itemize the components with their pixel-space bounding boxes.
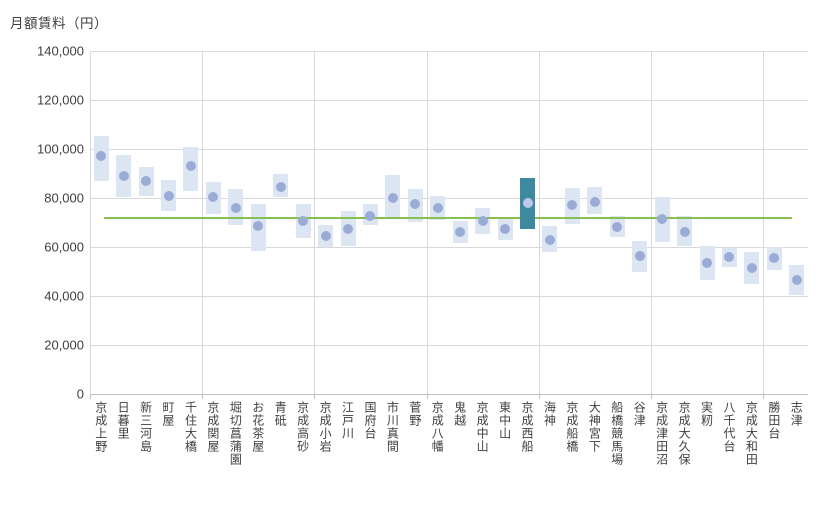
- median-dot: [320, 230, 331, 241]
- gridline-v: [538, 51, 540, 394]
- gridline-h: [90, 296, 808, 297]
- gridline-v: [202, 51, 204, 394]
- median-dot: [769, 253, 780, 264]
- plot-area: [90, 51, 808, 394]
- median-dot: [657, 213, 668, 224]
- x-category-label: 国府台: [362, 401, 377, 440]
- x-category-label: 新三河島: [138, 401, 153, 453]
- y-tick-label: 40,000: [44, 288, 84, 304]
- y-tick-label: 20,000: [44, 337, 84, 353]
- median-dot: [230, 202, 241, 213]
- x-category-label: 八千代台: [721, 401, 736, 453]
- median-dot: [163, 190, 174, 201]
- x-category-label: 京成関屋: [205, 401, 220, 453]
- median-dot: [96, 151, 107, 162]
- median-dot: [253, 221, 264, 232]
- x-axis-tick: [90, 394, 91, 399]
- median-dot: [612, 222, 623, 233]
- x-category-label: 東中山: [497, 401, 512, 440]
- median-dot: [746, 262, 757, 273]
- reference-line: [104, 217, 792, 220]
- median-dot: [477, 216, 488, 227]
- x-category-label: 日暮里: [116, 401, 131, 440]
- median-dot: [387, 193, 398, 203]
- y-tick-label: 80,000: [44, 190, 84, 206]
- gridline-h: [90, 149, 808, 150]
- median-dot: [275, 181, 286, 192]
- x-category-label: 谷津: [632, 401, 647, 427]
- x-category-label: お花茶屋: [250, 401, 265, 453]
- x-category-label: 市川真間: [385, 401, 400, 453]
- x-category-label: 京成津田沼: [654, 401, 669, 466]
- x-category-label: 京成大和田: [744, 401, 759, 466]
- x-axis-tick: [202, 394, 204, 399]
- gridline-h: [90, 345, 808, 346]
- x-category-label: 京成船橋: [564, 401, 579, 453]
- x-category-label: 町屋: [161, 401, 176, 427]
- y-tick-label: 0: [76, 386, 84, 402]
- median-dot: [185, 161, 196, 172]
- x-category-label: 菅野: [407, 401, 422, 427]
- median-dot: [567, 200, 578, 211]
- y-tick-label: 100,000: [37, 141, 84, 157]
- x-category-label: 京成上野: [93, 401, 108, 453]
- median-dot: [410, 199, 421, 210]
- x-category-label: 京成高砂: [295, 401, 310, 453]
- x-category-label: 鬼越: [452, 401, 467, 427]
- median-dot: [365, 211, 376, 222]
- x-axis-tick: [538, 394, 540, 399]
- y-tick-label: 120,000: [37, 92, 84, 108]
- median-dot: [118, 170, 129, 181]
- gridline-h: [90, 247, 808, 248]
- median-dot: [724, 251, 735, 262]
- median-dot: [791, 275, 802, 286]
- x-category-label: 千住大橋: [183, 401, 198, 453]
- median-dot: [432, 202, 443, 213]
- median-dot: [679, 227, 690, 238]
- median-dot: [343, 223, 354, 234]
- x-category-label: 堀切菖蒲園: [228, 401, 243, 466]
- x-category-label: 京成八幡: [430, 401, 445, 453]
- median-dot: [544, 234, 555, 245]
- x-category-label: 船橋競馬場: [609, 401, 624, 466]
- x-category-label: 江戸川: [340, 401, 355, 440]
- median-dot: [298, 216, 309, 227]
- chart-title: 月額賃料（円）: [10, 16, 108, 31]
- y-tick-label: 60,000: [44, 239, 84, 255]
- x-axis-tick: [763, 394, 765, 399]
- x-category-label: 京成大久保: [677, 401, 692, 466]
- x-category-label: 大神宮下: [587, 401, 602, 453]
- x-category-label: 海神: [542, 401, 557, 427]
- x-category-label: 志津: [789, 401, 804, 427]
- x-axis-line: [90, 394, 808, 395]
- x-category-label: 京成中山: [475, 401, 490, 453]
- median-dot: [589, 196, 600, 207]
- gridline-v: [426, 51, 428, 394]
- median-dot: [522, 197, 533, 208]
- gridline-v: [90, 51, 91, 394]
- x-category-label: 青砥: [273, 401, 288, 427]
- x-category-label: 勝田台: [766, 401, 781, 440]
- x-category-label: 京成小岩: [318, 401, 333, 453]
- x-axis-tick: [650, 394, 652, 399]
- x-category-label: 京成西船: [520, 401, 535, 453]
- gridline-v: [314, 51, 316, 394]
- median-dot: [702, 257, 713, 268]
- median-dot: [208, 191, 219, 202]
- median-dot: [455, 227, 466, 238]
- x-axis-tick: [426, 394, 428, 399]
- gridline-v: [650, 51, 652, 394]
- median-dot: [500, 223, 511, 234]
- gridline-h: [90, 100, 808, 101]
- x-category-label: 実籾: [699, 401, 714, 427]
- gridline-v: [763, 51, 765, 394]
- x-axis-tick: [314, 394, 316, 399]
- gridline-h: [90, 51, 808, 52]
- median-dot: [634, 250, 645, 261]
- median-dot: [141, 175, 152, 186]
- y-tick-label: 140,000: [37, 43, 84, 59]
- gridline-h: [90, 198, 808, 199]
